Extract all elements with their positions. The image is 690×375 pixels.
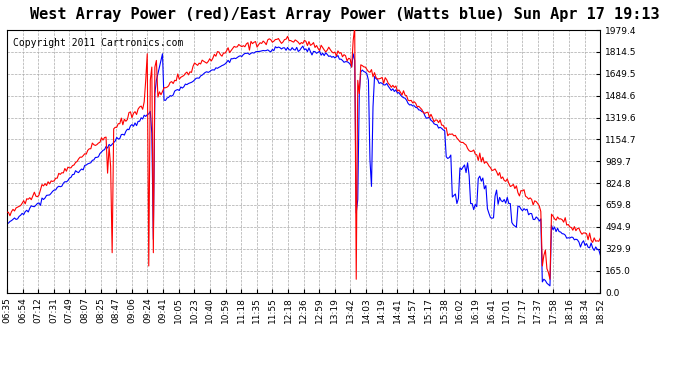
Text: Copyright 2011 Cartronics.com: Copyright 2011 Cartronics.com [13, 38, 184, 48]
Text: West Array Power (red)/East Array Power (Watts blue) Sun Apr 17 19:13: West Array Power (red)/East Array Power … [30, 8, 660, 22]
